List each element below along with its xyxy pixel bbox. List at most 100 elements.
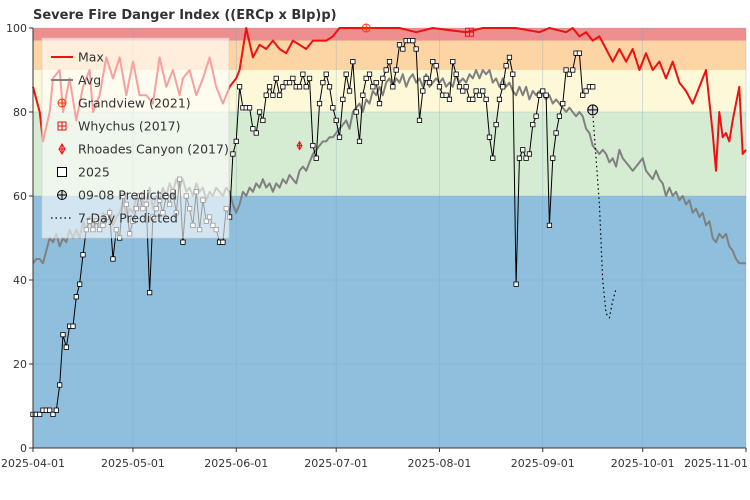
- 2025-point-68: [256, 109, 263, 115]
- legend-entry-7-day-predicted[interactable]: 7-Day Predicted: [51, 211, 178, 226]
- 2025-point-119: [426, 80, 433, 86]
- x-tick-label-4: 2025-08-01: [408, 457, 472, 470]
- 2025-point-109: [393, 67, 399, 73]
- 2025-point-144: [510, 71, 516, 77]
- 2025-point-134: [476, 92, 483, 98]
- 2025-point-108: [390, 84, 396, 90]
- 2025-point-45: [180, 239, 186, 245]
- 2025-point-120: [430, 59, 436, 65]
- 2025-point-111: [400, 46, 406, 52]
- 2025-point-94: [343, 71, 349, 77]
- 2025-point-65: [246, 105, 253, 111]
- legend-label: Avg: [78, 73, 101, 88]
- 2025-point-157: [553, 130, 559, 136]
- chart-title: Severe Fire Danger Index ((ERCp x BIp)p): [33, 8, 337, 23]
- y-tick-label-0: 0: [20, 442, 27, 455]
- y-tick-label-5: 100: [6, 22, 27, 35]
- 2025-point-166: [583, 88, 589, 94]
- 2025-point-114: [410, 38, 416, 44]
- 2025-point-122: [436, 84, 443, 90]
- legend-entry-grandview-2021[interactable]: Grandview (2021): [57, 96, 191, 111]
- 2025-point-80: [296, 84, 303, 90]
- 2025-point-162: [570, 67, 576, 73]
- 2025-point-154: [543, 92, 549, 98]
- 2025-point-136: [483, 96, 489, 102]
- 2025-point-149: [526, 151, 533, 157]
- rhoades-canyon-2017-marker: [296, 140, 303, 151]
- 2025-point-77: [286, 80, 293, 86]
- 2025-point-128: [456, 84, 463, 90]
- diamond-plus-icon: [58, 143, 66, 155]
- square-plus-icon: [57, 121, 67, 131]
- 2025-point-90: [330, 105, 336, 111]
- 2025-point-102: [370, 84, 376, 90]
- legend-entry-whychus-2017[interactable]: Whychus (2017): [57, 119, 180, 134]
- 2025-point-126: [450, 59, 456, 65]
- square-marker-icon: [57, 167, 67, 177]
- 2025-point-129: [460, 88, 466, 94]
- 2025-point-61: [233, 138, 239, 144]
- 2025-point-10: [63, 344, 69, 350]
- 2025-point-57: [220, 239, 226, 245]
- 2025-point-140: [496, 96, 503, 102]
- legend-entry-max[interactable]: Max: [51, 50, 104, 65]
- 2025-point-116: [416, 117, 423, 123]
- 2025-point-130: [463, 84, 469, 90]
- 2025-point-15: [80, 252, 86, 258]
- y-tick-label-2: 40: [13, 274, 27, 287]
- 2025-point-106: [383, 67, 389, 73]
- 2025-point-70: [263, 92, 269, 98]
- 2025-point-60: [230, 151, 236, 157]
- 2025-point-82: [303, 84, 309, 90]
- 2025-point-100: [363, 75, 369, 81]
- 2025-point-81: [300, 71, 306, 77]
- 2025-point-152: [536, 92, 543, 98]
- 2025-point-83: [306, 75, 313, 81]
- 2025-point-91: [333, 117, 339, 123]
- 2025-point-105: [380, 75, 386, 81]
- 2025-point-135: [480, 88, 486, 94]
- 2025-point-74: [276, 92, 283, 98]
- 2025-point-87: [320, 80, 326, 86]
- 2025-point-164: [576, 50, 583, 56]
- 2025-point-71: [266, 84, 273, 90]
- 2025-point-8: [57, 382, 63, 388]
- y-tick-label-1: 20: [13, 358, 27, 371]
- 2025-point-124: [443, 92, 449, 98]
- legend-entry-09-08-predicted[interactable]: 09-08 Predicted: [57, 188, 177, 203]
- axes: [32, 28, 746, 449]
- 2025-point-86: [316, 101, 323, 107]
- 2025-point-150: [530, 122, 536, 128]
- 2025-point-75: [280, 84, 286, 90]
- 2025-point-12: [70, 323, 76, 329]
- legend-label: 7-Day Predicted: [78, 211, 178, 226]
- legend-entry-rhoades-canyon-2017[interactable]: Rhoades Canyon (2017): [58, 142, 229, 157]
- 2025-point-85: [313, 155, 319, 161]
- x-tick-label-7: 2025-11-01: [684, 457, 748, 470]
- 2025-point-121: [433, 63, 439, 69]
- x-tick-label-2: 2025-06-01: [204, 457, 268, 470]
- legend[interactable]: Max Avg Grandview (2021) Whychus (2017) Rhoa…: [41, 37, 230, 239]
- 2025-point-104: [376, 101, 383, 107]
- legend-entry-avg[interactable]: Avg: [51, 73, 101, 88]
- 2025-point-115: [413, 46, 419, 52]
- x-tick-label-3: 2025-07-01: [304, 457, 368, 470]
- 2025-point-118: [423, 75, 429, 81]
- 2025-point-101: [366, 71, 373, 77]
- y-tick-label-4: 80: [13, 106, 27, 119]
- 2025-point-72: [270, 92, 276, 98]
- 09-08-predicted-marker: [587, 104, 599, 116]
- legend-label: Whychus (2017): [78, 119, 180, 134]
- 2025-point-117: [420, 88, 426, 94]
- 2025-point-103: [373, 80, 379, 86]
- y-tick-label-3: 60: [13, 190, 27, 203]
- 2025-point-13: [73, 294, 79, 300]
- tick-labels: 0 20 40 60 80 100 2025-04-01 2025-05-01 2025-06-…: [1, 22, 748, 470]
- legend-label: Grandview (2021): [78, 96, 191, 111]
- 2025-point-141: [500, 84, 506, 90]
- 2025-point-155: [546, 222, 553, 228]
- 2025-point-165: [580, 92, 586, 98]
- 2025-point-146: [516, 155, 523, 161]
- legend-entry-2025[interactable]: 2025: [57, 165, 110, 180]
- 2025-point-99: [360, 92, 366, 98]
